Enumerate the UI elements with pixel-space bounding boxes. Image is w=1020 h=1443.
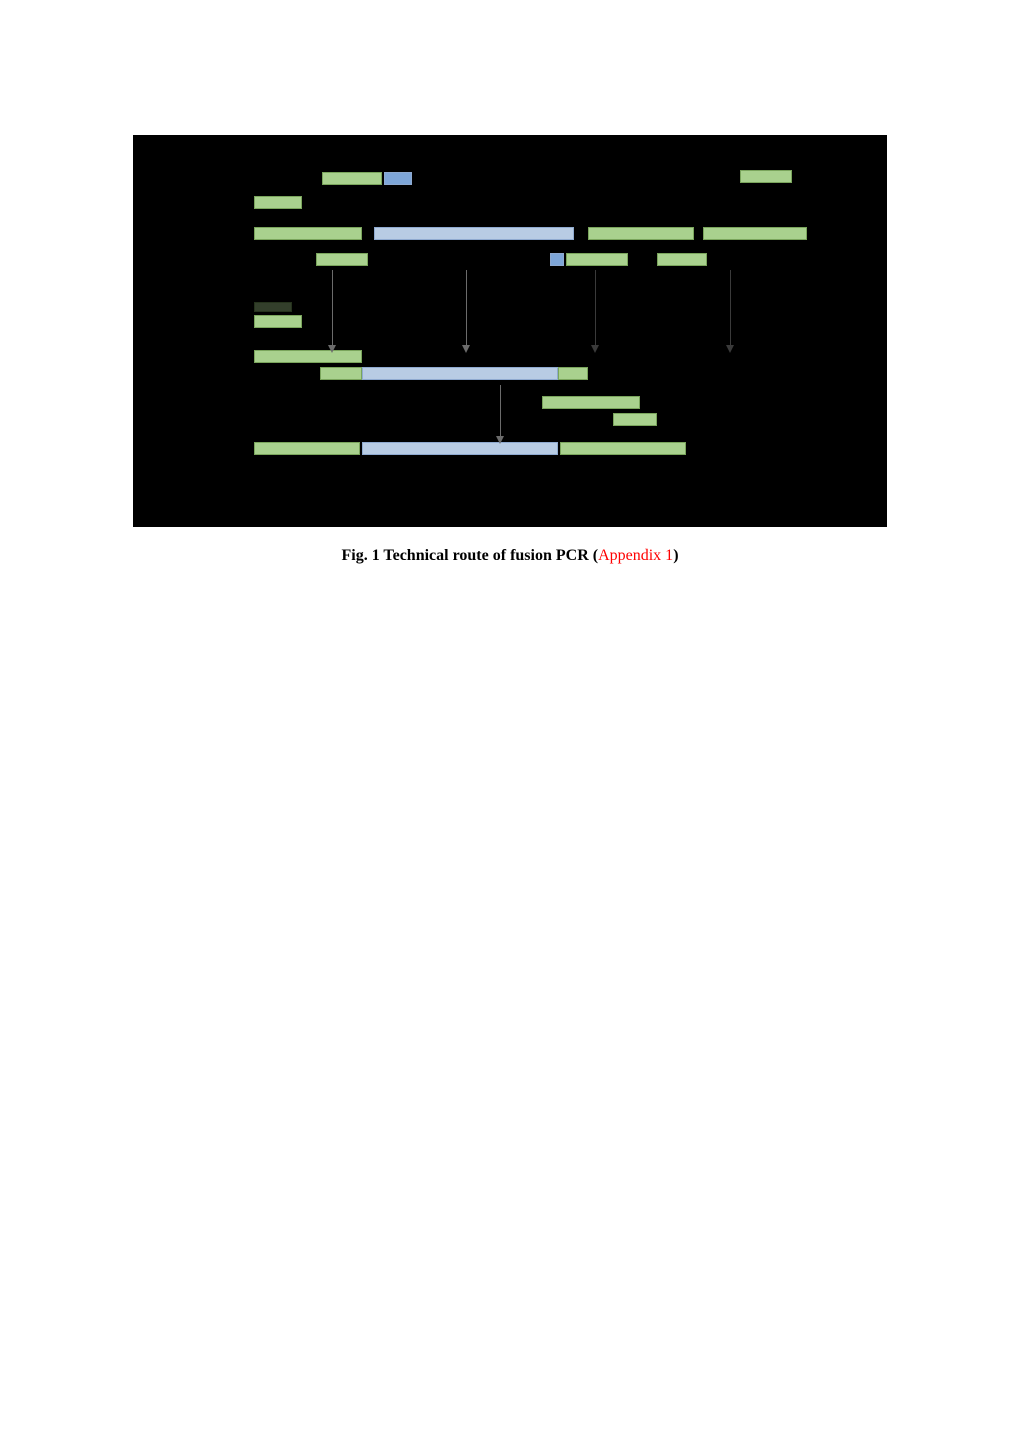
diagram-bar bbox=[254, 196, 302, 209]
diagram-bar bbox=[254, 315, 302, 328]
diagram-bar bbox=[362, 367, 558, 380]
diagram-arrow-head bbox=[591, 345, 599, 353]
figure-diagram bbox=[133, 135, 887, 527]
diagram-bar bbox=[740, 170, 792, 183]
caption-appendix-link[interactable]: Appendix 1 bbox=[598, 547, 673, 564]
diagram-bar bbox=[542, 396, 640, 409]
diagram-bar bbox=[550, 253, 564, 266]
diagram-bar bbox=[254, 302, 292, 312]
diagram-bar bbox=[316, 253, 368, 266]
diagram-bar bbox=[657, 253, 707, 266]
diagram-arrow-head bbox=[726, 345, 734, 353]
diagram-bar bbox=[322, 172, 382, 185]
diagram-bar bbox=[558, 367, 588, 380]
diagram-arrow-line bbox=[595, 270, 596, 345]
diagram-arrow-head bbox=[462, 345, 470, 353]
diagram-bar bbox=[374, 227, 574, 240]
caption-suffix: ) bbox=[673, 547, 678, 564]
diagram-arrow-line bbox=[730, 270, 731, 345]
diagram-arrow-line bbox=[500, 385, 501, 436]
diagram-arrow-line bbox=[332, 270, 333, 345]
diagram-arrow-head bbox=[496, 436, 504, 444]
diagram-bar bbox=[588, 227, 694, 240]
diagram-bar bbox=[254, 227, 362, 240]
diagram-bar bbox=[384, 172, 412, 185]
diagram-arrow-line bbox=[466, 270, 467, 345]
diagram-bar bbox=[613, 413, 657, 426]
diagram-bar bbox=[320, 367, 362, 380]
caption-prefix: Fig. 1 Technical route of fusion PCR ( bbox=[341, 547, 598, 564]
diagram-bar bbox=[254, 442, 360, 455]
diagram-bar bbox=[362, 442, 558, 455]
page: Fig. 1 Technical route of fusion PCR (Ap… bbox=[0, 0, 1020, 1443]
diagram-arrow-head bbox=[328, 345, 336, 353]
diagram-bar bbox=[560, 442, 686, 455]
diagram-bar bbox=[703, 227, 807, 240]
figure-caption: Fig. 1 Technical route of fusion PCR (Ap… bbox=[0, 547, 1020, 565]
diagram-bar bbox=[254, 350, 362, 363]
diagram-bar bbox=[566, 253, 628, 266]
